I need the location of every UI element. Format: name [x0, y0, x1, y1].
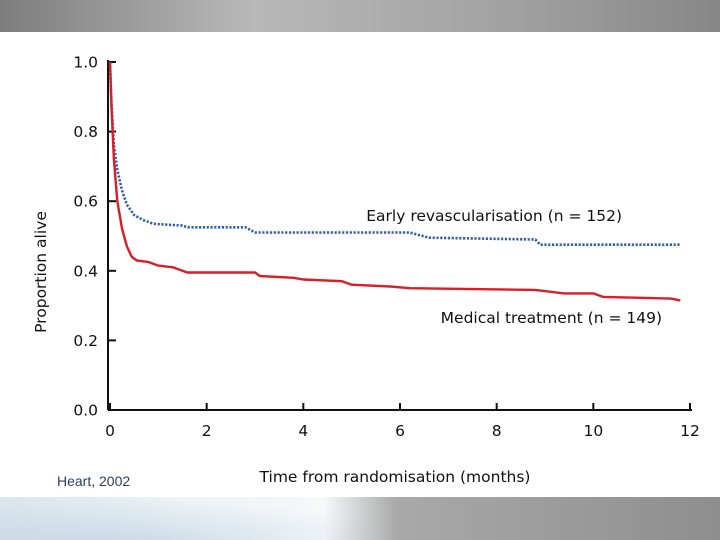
- x-tick-label: 8: [492, 422, 502, 440]
- y-tick-label: 0.2: [73, 332, 98, 350]
- y-axis-label: Proportion alive: [32, 211, 50, 333]
- x-tick-label: 10: [583, 422, 603, 440]
- y-tick-label: 0.6: [73, 193, 98, 211]
- y-tick-label: 0.4: [73, 262, 98, 280]
- x-tick-label: 6: [395, 422, 405, 440]
- y-tick-label: 0.0: [73, 402, 98, 420]
- x-tick-label: 2: [202, 422, 212, 440]
- y-tick-label: 0.8: [73, 123, 98, 141]
- y-tick-label: 1.0: [73, 54, 98, 72]
- annotation-early-revascularisation: Early revascularisation (n = 152): [366, 207, 622, 225]
- series-line-medical-treatment: [108, 61, 681, 302]
- annotation-medical-treatment: Medical treatment (n = 149): [441, 309, 662, 327]
- survival-chart: 0 2 4 6 8 10 12 0.0 0.2 0.4 0.6 0.8 1.0 Proportion a…: [32, 54, 700, 487]
- slide-content: 0 2 4 6 8 10 12 0.0 0.2 0.4 0.6 0.8 1.0 Proportion a…: [0, 32, 720, 497]
- x-axis-label: Time from randomisation (months): [259, 468, 531, 486]
- source-citation: Heart, 2002: [57, 473, 131, 489]
- x-tick-label: 12: [680, 422, 700, 440]
- series-line-early-revascularisation: [108, 61, 681, 246]
- x-tick-label: 0: [105, 422, 115, 440]
- x-tick-label: 4: [298, 422, 308, 440]
- top-band: [0, 0, 720, 32]
- bottom-band: [0, 497, 720, 540]
